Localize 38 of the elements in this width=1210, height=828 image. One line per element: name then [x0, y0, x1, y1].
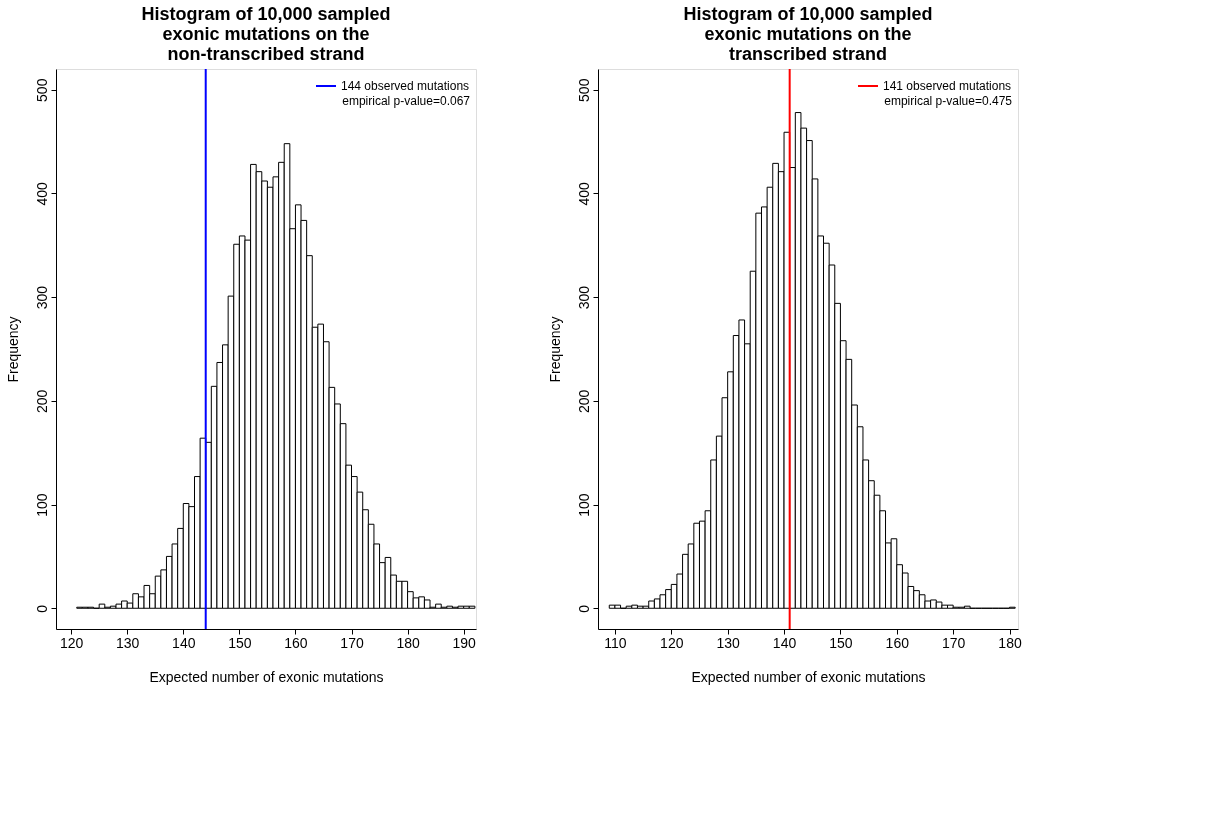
chart-title: Histogram of 10,000 sampled exonic mutations on the non-transcribed strand — [141, 4, 391, 64]
x-tick-label: 120 — [59, 634, 84, 651]
y-axis-title: Frequency — [546, 316, 563, 383]
x-tick-label: 120 — [660, 634, 684, 651]
y-tick-label: 200 — [33, 389, 50, 414]
x-axis-title: Expected number of exonic mutations — [149, 668, 384, 685]
y-tick-label: 400 — [33, 182, 50, 206]
x-tick-label: 180 — [998, 634, 1022, 651]
x-tick-label: 190 — [452, 634, 477, 651]
y-tick-label: 100 — [33, 493, 50, 517]
x-tick-label: 140 — [172, 634, 196, 651]
y-tick-label: 300 — [33, 285, 50, 310]
x-tick-label: 150 — [228, 634, 252, 651]
y-tick-label: 0 — [33, 604, 50, 613]
x-tick-label: 170 — [941, 634, 966, 651]
y-tick-label: 400 — [575, 182, 592, 206]
annotation: empirical p-value=0.067 — [342, 94, 471, 108]
x-tick-label: 170 — [340, 634, 364, 651]
x-tick-label: 160 — [885, 634, 910, 651]
annotation: empirical p-value=0.475 — [884, 94, 1013, 108]
chart-title: Histogram of 10,000 sampled exonic mutations on the transcribed strand — [683, 4, 933, 64]
x-tick-label: 130 — [116, 634, 140, 651]
x-tick-label: 140 — [772, 634, 797, 651]
y-tick-label: 100 — [575, 493, 592, 517]
x-axis-title: Expected number of exonic mutations — [691, 668, 926, 685]
y-tick-label: 200 — [575, 389, 592, 414]
y-axis-title: Frequency — [4, 316, 21, 383]
annotation: 141 observed mutations — [883, 79, 1012, 93]
y-tick-label: 500 — [575, 78, 592, 102]
y-tick-label: 0 — [575, 604, 592, 613]
x-tick-label: 150 — [829, 634, 853, 651]
x-tick-label: 160 — [284, 634, 308, 651]
x-tick-label: 110 — [604, 634, 627, 651]
y-tick-label: 300 — [575, 285, 592, 310]
x-tick-label: 130 — [716, 634, 741, 651]
annotation: 144 observed mutations — [341, 79, 470, 93]
x-tick-label: 180 — [396, 634, 420, 651]
y-tick-label: 500 — [33, 78, 50, 102]
